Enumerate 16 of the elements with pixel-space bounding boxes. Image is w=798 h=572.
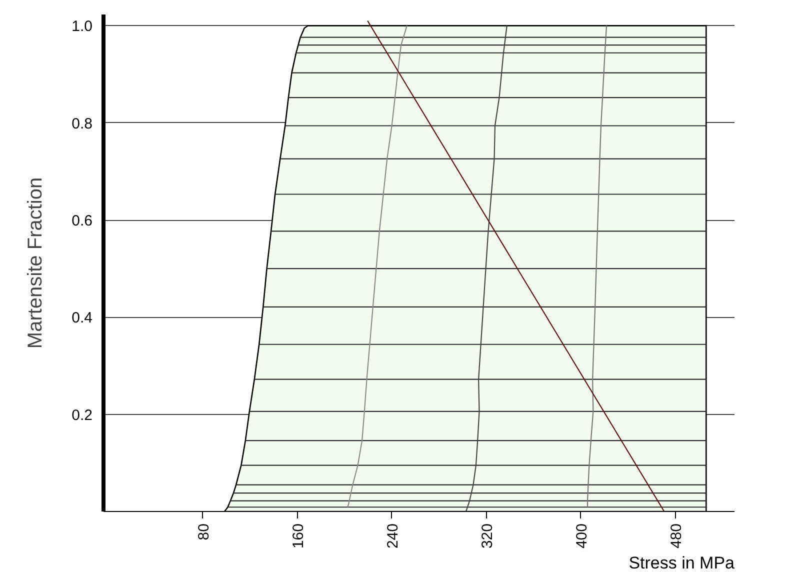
x-tick-label: 480	[668, 523, 685, 549]
x-tick-label: 160	[290, 523, 307, 549]
x-tick-label: 240	[384, 523, 402, 549]
y-axis-title: Martensite Fraction	[24, 177, 47, 349]
x-tick-label: 80	[195, 523, 212, 540]
y-tick-label: 0.6	[72, 212, 93, 230]
y-tick-label: 0.2	[72, 406, 93, 424]
line-series	[586, 25, 608, 508]
x-axis-title: Stress in MPa	[628, 554, 736, 572]
line-series	[465, 25, 508, 512]
y-tick-label: 0.4	[72, 310, 93, 327]
y-tick-label: 1.0	[72, 18, 93, 36]
y-tick-label: 0.8	[72, 115, 93, 132]
line-series	[347, 25, 408, 508]
x-tick-label: 320	[478, 523, 496, 549]
x-tick-label: 400	[573, 523, 590, 549]
